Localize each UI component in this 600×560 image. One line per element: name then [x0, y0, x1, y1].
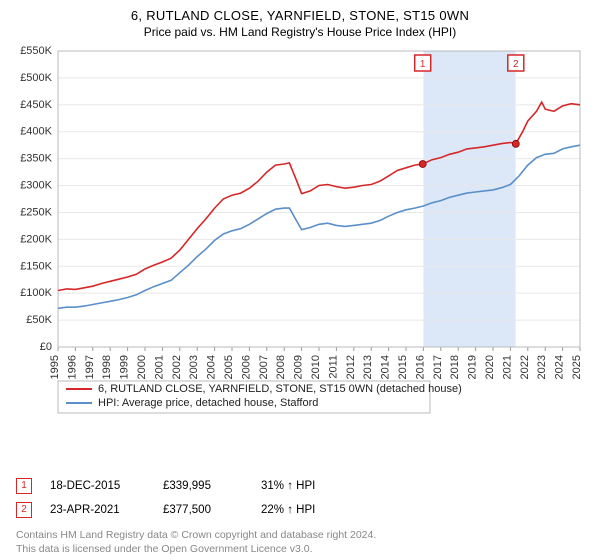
svg-text:2025: 2025	[571, 355, 583, 379]
svg-text:1997: 1997	[84, 355, 96, 379]
svg-text:HPI: Average price, detached h: HPI: Average price, detached house, Staf…	[98, 397, 318, 409]
svg-text:2016: 2016	[414, 355, 426, 379]
svg-text:£250K: £250K	[20, 206, 52, 218]
svg-text:1998: 1998	[101, 355, 113, 379]
svg-text:6, RUTLAND CLOSE, YARNFIELD, S: 6, RUTLAND CLOSE, YARNFIELD, STONE, ST15…	[98, 383, 462, 395]
svg-text:1995: 1995	[49, 355, 61, 379]
svg-text:2002: 2002	[171, 355, 183, 379]
svg-text:2008: 2008	[275, 355, 287, 379]
svg-text:£50K: £50K	[26, 314, 52, 326]
chart-area: £0 £50K £100K £150K £200K £250K £300K £350K £400…	[10, 45, 590, 468]
line-chart: £0 £50K £100K £150K £200K £250K £300K £350K £400…	[10, 45, 590, 415]
svg-text:2017: 2017	[432, 355, 444, 379]
svg-text:2021: 2021	[501, 355, 513, 379]
svg-text:£150K: £150K	[20, 260, 52, 272]
sale-price: £339,995	[163, 480, 243, 492]
svg-text:£350K: £350K	[20, 153, 52, 165]
svg-text:1: 1	[420, 59, 426, 70]
svg-text:2009: 2009	[293, 355, 305, 379]
chart-title-block: 6, RUTLAND CLOSE, YARNFIELD, STONE, ST15…	[10, 8, 590, 39]
svg-text:£200K: £200K	[20, 233, 52, 245]
title-address: 6, RUTLAND CLOSE, YARNFIELD, STONE, ST15…	[10, 8, 590, 23]
attrib-line-2: This data is licensed under the Open Gov…	[16, 542, 584, 556]
sale-delta: 22% ↑ HPI	[261, 504, 315, 516]
svg-text:1996: 1996	[66, 355, 78, 379]
title-subtitle: Price paid vs. HM Land Registry's House …	[10, 25, 590, 39]
svg-text:2020: 2020	[484, 355, 496, 379]
svg-text:2011: 2011	[327, 355, 339, 379]
svg-text:2024: 2024	[554, 355, 566, 379]
svg-text:£400K: £400K	[20, 126, 52, 138]
svg-text:2004: 2004	[206, 355, 218, 379]
svg-text:2022: 2022	[519, 355, 531, 379]
sale-marker-2: 2	[16, 502, 32, 518]
svg-text:2005: 2005	[223, 355, 235, 379]
attrib-line-1: Contains HM Land Registry data © Crown c…	[16, 528, 584, 542]
sale-price: £377,500	[163, 504, 243, 516]
svg-text:2: 2	[513, 59, 519, 70]
svg-text:2019: 2019	[467, 355, 479, 379]
svg-text:1999: 1999	[119, 355, 131, 379]
svg-text:2000: 2000	[136, 355, 148, 379]
attribution: Contains HM Land Registry data © Crown c…	[10, 528, 590, 556]
svg-text:£500K: £500K	[20, 72, 52, 84]
svg-text:2015: 2015	[397, 355, 409, 379]
sale-date: 23-APR-2021	[50, 504, 145, 516]
svg-text:£100K: £100K	[20, 287, 52, 299]
svg-text:£0: £0	[40, 341, 52, 353]
svg-text:2012: 2012	[345, 355, 357, 379]
svg-text:2018: 2018	[449, 355, 461, 379]
svg-text:2003: 2003	[188, 355, 200, 379]
svg-text:£300K: £300K	[20, 180, 52, 192]
svg-text:2013: 2013	[362, 355, 374, 379]
svg-text:£450K: £450K	[20, 99, 52, 111]
sales-table: 1 18-DEC-2015 £339,995 31% ↑ HPI 2 23-AP…	[10, 474, 590, 522]
sale-row: 1 18-DEC-2015 £339,995 31% ↑ HPI	[10, 474, 590, 498]
sale-date: 18-DEC-2015	[50, 480, 145, 492]
svg-text:£550K: £550K	[20, 45, 52, 57]
svg-text:2014: 2014	[380, 355, 392, 379]
sale-row: 2 23-APR-2021 £377,500 22% ↑ HPI	[10, 498, 590, 522]
svg-text:2007: 2007	[258, 355, 270, 379]
svg-text:2010: 2010	[310, 355, 322, 379]
svg-text:2001: 2001	[153, 355, 165, 379]
sale-delta: 31% ↑ HPI	[261, 480, 315, 492]
sale-marker-1: 1	[16, 478, 32, 494]
svg-text:2023: 2023	[536, 355, 548, 379]
svg-text:2006: 2006	[240, 355, 252, 379]
